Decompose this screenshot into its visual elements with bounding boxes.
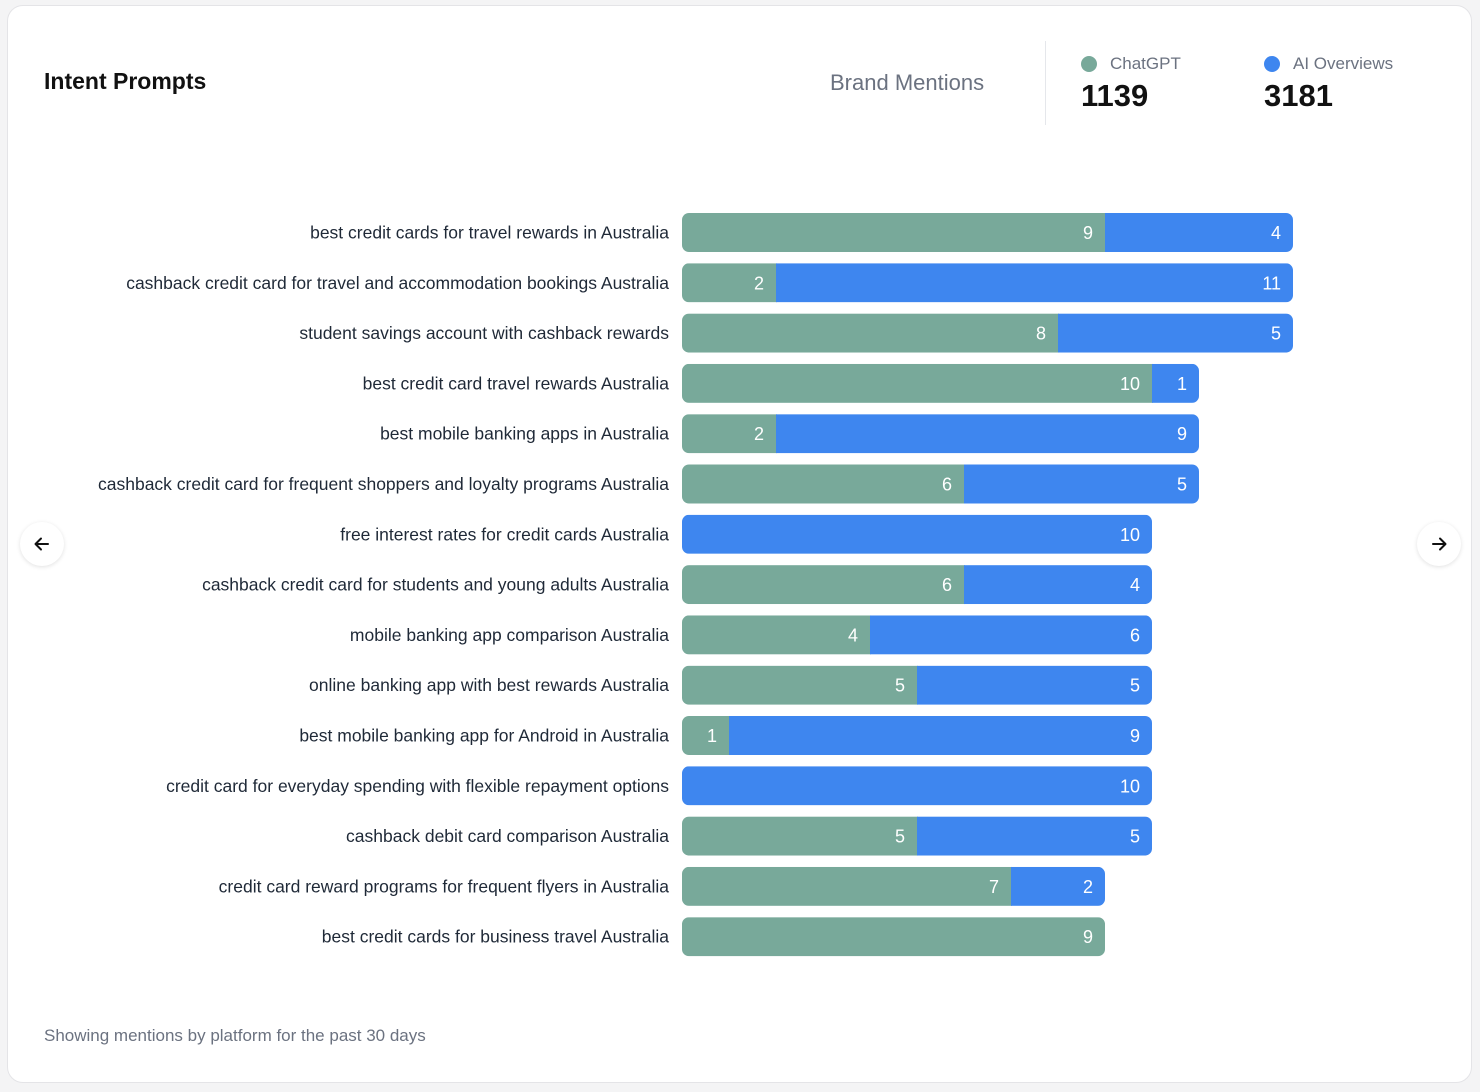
bar-value-label: 6 — [1130, 625, 1140, 645]
bar-chatgpt[interactable] — [682, 313, 1059, 353]
prev-button[interactable] — [20, 522, 64, 566]
bar-value-label: 1 — [707, 726, 717, 746]
card-title: Intent Prompts — [44, 68, 207, 94]
bar-value-label: 6 — [942, 475, 952, 495]
bar-ai-overviews[interactable] — [917, 816, 1152, 856]
bar-value-label: 5 — [895, 827, 905, 847]
bar-chatgpt[interactable] — [682, 716, 730, 755]
bar-value-label: 5 — [1177, 475, 1187, 495]
arrow-right-icon — [1429, 534, 1449, 554]
category-label: credit card reward programs for frequent… — [219, 876, 670, 896]
bar-value-label: 2 — [754, 273, 764, 293]
legend-ai-overviews: AI Overviews 3181 — [1264, 54, 1393, 114]
bar-ai-overviews[interactable] — [1058, 313, 1293, 353]
bar-chatgpt[interactable] — [682, 866, 1012, 906]
chatgpt-dot-icon — [1081, 56, 1097, 72]
category-label: free interest rates for credit cards Aus… — [340, 524, 669, 544]
bar-chatgpt[interactable] — [682, 414, 777, 454]
legend-ai-overviews-label: AI Overviews — [1293, 54, 1394, 73]
bar-value-label: 7 — [989, 877, 999, 897]
footer-note: Showing mentions by platform for the pas… — [44, 1026, 426, 1045]
category-label: cashback credit card for travel and acco… — [126, 273, 669, 293]
arrow-left-icon — [32, 534, 52, 554]
bar-value-label: 10 — [1120, 525, 1140, 545]
bar-chatgpt[interactable] — [682, 665, 918, 705]
bar-ai-overviews[interactable] — [1152, 363, 1199, 403]
category-label: cashback credit card for students and yo… — [202, 575, 669, 595]
ai-overviews-total: 3181 — [1264, 78, 1333, 113]
bar-chatgpt[interactable] — [682, 213, 1106, 252]
bar-value-label: 10 — [1120, 776, 1140, 796]
bar-value-label: 9 — [1083, 223, 1093, 243]
ai-overviews-dot-icon — [1264, 56, 1280, 72]
stacked-bar-chart: best credit cards for travel rewards in … — [98, 213, 1293, 957]
metric-label: Brand Mentions — [830, 70, 985, 95]
bar-value-label: 5 — [1130, 676, 1140, 696]
next-button[interactable] — [1417, 522, 1461, 566]
bar-chatgpt[interactable] — [682, 565, 965, 605]
bar-value-label: 5 — [1271, 324, 1281, 344]
header-divider — [1045, 41, 1046, 125]
bar-ai-overviews[interactable] — [964, 565, 1152, 605]
category-label: cashback credit card for frequent shoppe… — [98, 474, 669, 494]
category-label: best credit card travel rewards Australi… — [363, 373, 670, 393]
category-label: mobile banking app comparison Australia — [350, 625, 669, 645]
bar-value-label: 9 — [1083, 927, 1093, 947]
bar-value-label: 2 — [754, 424, 764, 444]
bar-value-label: 11 — [1262, 273, 1281, 293]
intent-prompts-card: Intent Prompts Brand Mentions ChatGPT 11… — [7, 5, 1472, 1083]
bar-chatgpt[interactable] — [682, 615, 871, 655]
bar-value-label: 5 — [1130, 827, 1140, 847]
bar-value-label: 1 — [1177, 374, 1187, 394]
bar-ai-overviews[interactable] — [870, 615, 1152, 655]
category-label: credit card for everyday spending with f… — [166, 776, 669, 796]
bar-ai-overviews[interactable] — [1105, 213, 1293, 252]
bar-chatgpt[interactable] — [682, 363, 1153, 403]
bar-value-label: 9 — [1177, 424, 1187, 444]
bar-ai-overviews[interactable] — [729, 716, 1152, 755]
bar-ai-overviews[interactable] — [1011, 866, 1105, 906]
category-label: best mobile banking app for Android in A… — [299, 726, 669, 746]
category-label: best credit cards for travel rewards in … — [310, 223, 669, 243]
bar-ai-overviews[interactable] — [682, 766, 1152, 806]
bar-value-label: 10 — [1120, 374, 1140, 394]
category-label: best credit cards for business travel Au… — [322, 927, 670, 947]
category-label: cashback debit card comparison Australia — [346, 826, 669, 846]
bar-ai-overviews[interactable] — [776, 414, 1199, 454]
bar-chatgpt[interactable] — [682, 464, 965, 504]
category-label: student savings account with cashback re… — [299, 323, 669, 343]
bar-value-label: 4 — [848, 625, 858, 645]
bar-chatgpt[interactable] — [682, 816, 918, 856]
bar-chatgpt[interactable] — [682, 917, 1105, 957]
category-label: online banking app with best rewards Aus… — [309, 675, 669, 695]
bar-value-label: 8 — [1036, 324, 1046, 344]
bar-value-label: 5 — [895, 676, 905, 696]
category-label: best mobile banking apps in Australia — [380, 424, 669, 444]
bar-value-label: 4 — [1130, 575, 1140, 595]
bar-value-label: 2 — [1083, 877, 1093, 897]
bar-value-label: 9 — [1130, 726, 1140, 746]
legend-chatgpt-label: ChatGPT — [1110, 54, 1181, 73]
bar-value-label: 4 — [1271, 223, 1281, 243]
bar-chatgpt[interactable] — [682, 263, 777, 303]
bar-ai-overviews[interactable] — [776, 263, 1293, 303]
bar-ai-overviews[interactable] — [682, 514, 1152, 554]
bar-ai-overviews[interactable] — [964, 464, 1199, 504]
chatgpt-total: 1139 — [1081, 78, 1149, 113]
bar-ai-overviews[interactable] — [917, 665, 1152, 705]
bar-value-label: 6 — [942, 575, 952, 595]
legend-chatgpt: ChatGPT 1139 — [1081, 54, 1181, 114]
